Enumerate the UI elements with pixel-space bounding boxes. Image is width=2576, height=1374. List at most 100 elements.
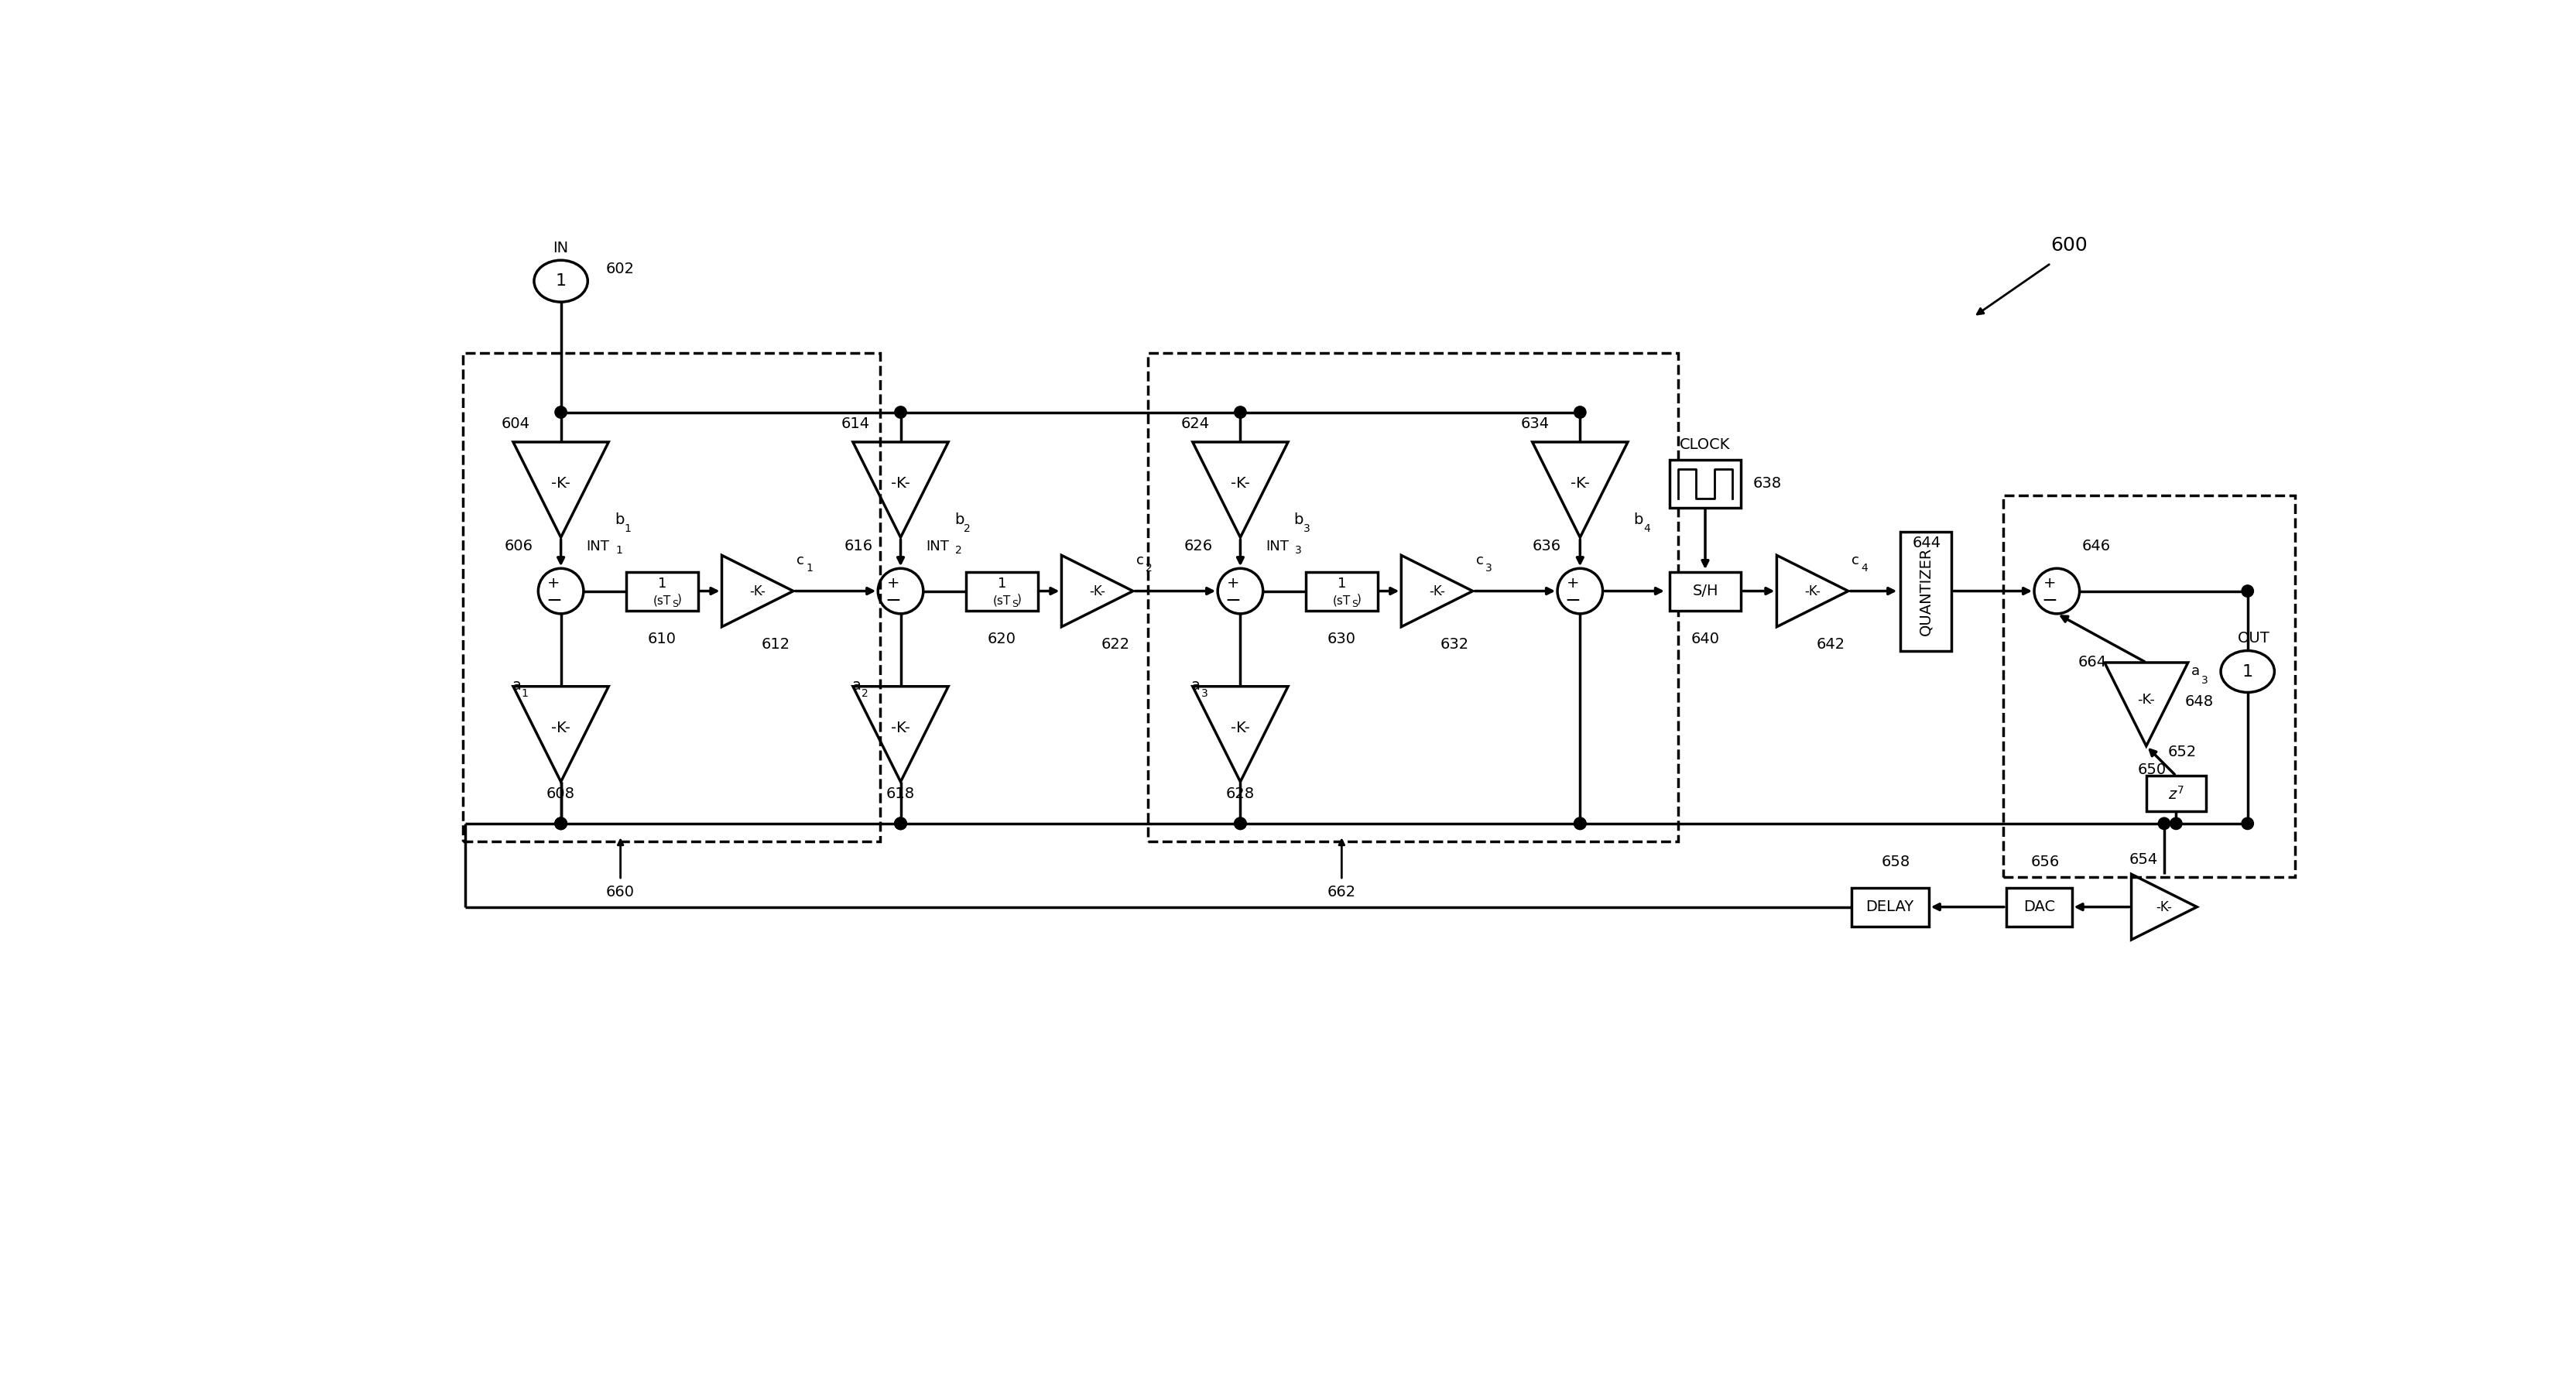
Text: 1: 1: [520, 688, 528, 699]
Circle shape: [554, 407, 567, 418]
Text: 618: 618: [886, 786, 914, 801]
Text: $z^7$: $z^7$: [2169, 785, 2184, 802]
Circle shape: [894, 818, 907, 830]
Text: c: c: [1136, 554, 1144, 567]
Text: 4: 4: [1860, 563, 1868, 574]
Bar: [2004, 496, 2295, 877]
Text: 644: 644: [1911, 536, 1942, 551]
Text: b: b: [616, 513, 623, 526]
Bar: [1669, 460, 1741, 507]
Text: 610: 610: [649, 632, 677, 646]
Circle shape: [2241, 818, 2254, 830]
Bar: [1669, 572, 1741, 610]
Text: b: b: [1293, 513, 1303, 526]
Text: 658: 658: [1880, 855, 1911, 870]
Text: −: −: [1226, 591, 1242, 610]
Circle shape: [894, 407, 907, 418]
Text: 1: 1: [997, 576, 1007, 591]
Text: 660: 660: [605, 885, 634, 900]
Text: (sT: (sT: [992, 595, 1010, 606]
Text: -K-: -K-: [2138, 692, 2156, 706]
Text: c: c: [796, 554, 804, 567]
Text: 616: 616: [845, 539, 873, 554]
Text: 3: 3: [2200, 675, 2208, 686]
Circle shape: [2169, 818, 2182, 830]
Text: 626: 626: [1185, 539, 1213, 554]
Circle shape: [2241, 585, 2254, 598]
Text: 2: 2: [963, 523, 971, 534]
Bar: [626, 572, 698, 610]
Text: 600: 600: [2050, 236, 2087, 254]
Text: 634: 634: [1520, 416, 1548, 431]
Text: S: S: [1012, 599, 1018, 609]
Text: 640: 640: [1690, 632, 1721, 646]
Bar: [966, 572, 1038, 610]
Circle shape: [2159, 818, 2169, 830]
Text: -K-: -K-: [1231, 721, 1249, 735]
Text: S: S: [672, 599, 677, 609]
Text: INT: INT: [585, 540, 608, 554]
Text: a: a: [853, 677, 860, 692]
Text: ): ): [1018, 594, 1023, 605]
Text: 630: 630: [1327, 632, 1355, 646]
Text: 3: 3: [1296, 545, 1301, 556]
Bar: [2007, 888, 2071, 926]
Text: −: −: [1564, 591, 1582, 610]
Text: 608: 608: [546, 786, 574, 801]
Text: -K-: -K-: [1430, 584, 1445, 598]
Text: 662: 662: [1327, 885, 1355, 900]
Text: -K-: -K-: [891, 721, 909, 735]
Circle shape: [1234, 818, 1247, 830]
Text: ): ): [1358, 594, 1360, 605]
Circle shape: [1234, 818, 1247, 830]
Text: 654: 654: [2128, 852, 2159, 867]
Text: 652: 652: [2166, 745, 2197, 760]
Bar: [464, 353, 881, 841]
Circle shape: [554, 818, 567, 830]
Text: -K-: -K-: [1571, 477, 1589, 491]
Text: b: b: [953, 513, 963, 526]
Text: 606: 606: [505, 539, 533, 554]
Circle shape: [554, 818, 567, 830]
Text: 636: 636: [1533, 539, 1561, 554]
Text: 1: 1: [657, 576, 667, 591]
Text: +: +: [546, 576, 559, 591]
Text: 2: 2: [956, 545, 963, 556]
Text: 656: 656: [2030, 855, 2058, 870]
Text: +: +: [2043, 576, 2056, 591]
Text: 3: 3: [1200, 688, 1208, 699]
Circle shape: [1574, 818, 1587, 830]
Text: ): ): [677, 594, 683, 605]
Text: 614: 614: [840, 416, 871, 431]
Text: -K-: -K-: [2156, 900, 2172, 914]
Text: S: S: [1352, 599, 1358, 609]
Text: 1: 1: [556, 273, 567, 289]
Text: −: −: [546, 591, 562, 610]
Text: 604: 604: [502, 416, 531, 431]
Text: 1: 1: [616, 545, 623, 556]
Text: c: c: [1852, 554, 1860, 567]
Text: c: c: [1476, 554, 1484, 567]
Text: 632: 632: [1440, 638, 1468, 653]
Text: 1: 1: [2241, 664, 2254, 679]
Text: 4: 4: [1643, 523, 1651, 534]
Text: 602: 602: [605, 262, 634, 276]
Text: 622: 622: [1100, 638, 1128, 653]
Text: -K-: -K-: [1231, 477, 1249, 491]
Text: 612: 612: [760, 638, 791, 653]
Text: -K-: -K-: [750, 584, 765, 598]
Text: -K-: -K-: [1803, 584, 1821, 598]
Text: 2: 2: [860, 688, 868, 699]
Text: OUT: OUT: [2239, 631, 2269, 646]
Text: 1: 1: [806, 563, 811, 574]
Bar: [1901, 532, 1950, 651]
Text: INT: INT: [1265, 540, 1288, 554]
Text: CLOCK: CLOCK: [1680, 438, 1731, 452]
Text: 646: 646: [2081, 539, 2110, 554]
Text: 648: 648: [2184, 694, 2213, 709]
Text: (sT: (sT: [1332, 595, 1350, 606]
Text: 642: 642: [1816, 638, 1844, 653]
Text: 620: 620: [987, 632, 1018, 646]
Text: 1: 1: [623, 523, 631, 534]
Text: DAC: DAC: [2022, 900, 2056, 914]
